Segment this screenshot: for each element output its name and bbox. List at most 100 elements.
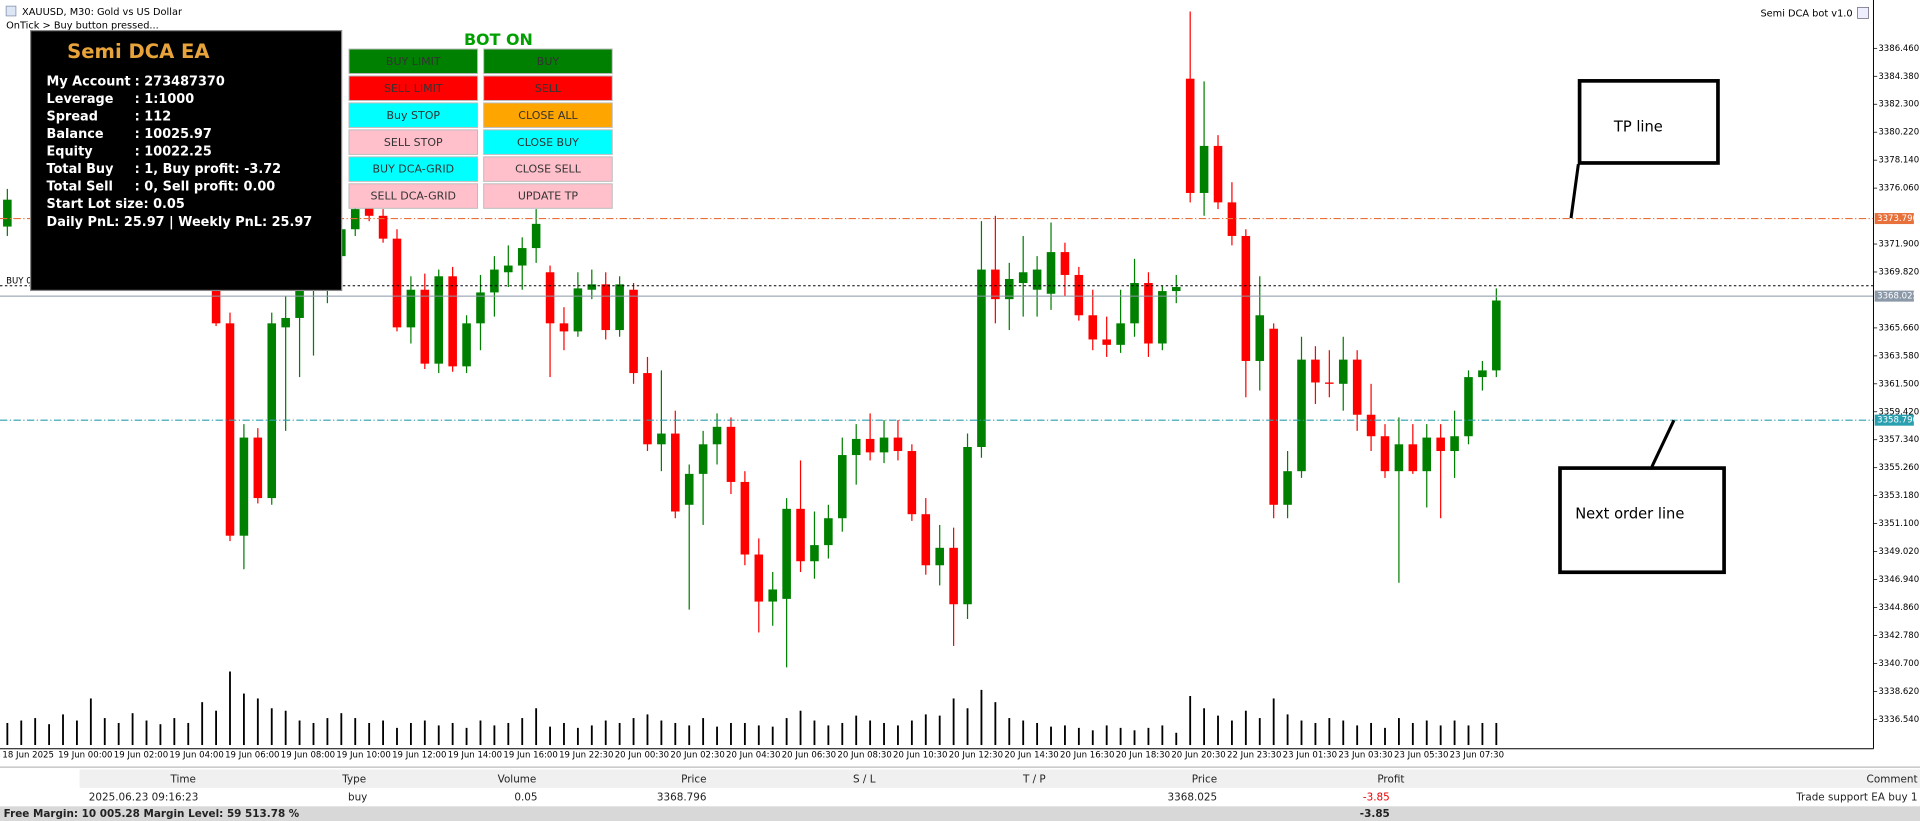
bot-status: BOT ON	[464, 30, 533, 49]
candle-body	[378, 215, 388, 239]
candle-body	[1199, 145, 1209, 193]
candle-body	[517, 248, 527, 266]
candle-body	[1283, 471, 1292, 505]
button-label[interactable]: CLOSE ALL	[518, 109, 578, 122]
price-tick-label: 3361.500	[1878, 379, 1919, 389]
button[interactable]	[348, 75, 479, 101]
button-label[interactable]: SELL LIMIT	[384, 82, 443, 95]
button[interactable]	[348, 183, 479, 209]
time-label: 23 Jun 03:30	[1338, 750, 1392, 760]
total-profit: -3.85	[1360, 808, 1390, 820]
candle-body	[1269, 328, 1278, 505]
candle-body	[977, 269, 986, 447]
button[interactable]	[483, 48, 613, 75]
button-label[interactable]: SELL	[535, 82, 562, 95]
candle-body	[1171, 287, 1181, 292]
column-header: Profit	[1377, 773, 1404, 785]
candle-body	[1130, 283, 1139, 324]
button-label[interactable]: CLOSE BUY	[517, 136, 579, 149]
panel-line: Start Lot size: 0.05	[47, 197, 185, 212]
candle-body	[768, 589, 777, 602]
candle-body	[1325, 382, 1334, 384]
level-name: BUY 0	[6, 276, 32, 286]
candle-body	[1241, 235, 1251, 361]
button[interactable]	[348, 156, 479, 182]
button-label[interactable]: Buy STOP	[386, 109, 440, 122]
time-label: 19 Jun 06:00	[225, 750, 279, 760]
column-header: Price	[1192, 773, 1217, 785]
button[interactable]	[348, 48, 479, 75]
price-tick-label: 3336.540	[1878, 715, 1919, 725]
candle-body	[1032, 269, 1042, 290]
button[interactable]	[483, 75, 613, 101]
button-label[interactable]: SELL STOP	[384, 136, 443, 149]
price-tick-label: 3371.900	[1878, 240, 1919, 250]
candle-body	[1185, 78, 1195, 193]
button-label[interactable]: UPDATE TP	[518, 190, 579, 203]
candle-body	[726, 426, 736, 482]
button-label[interactable]: BUY	[537, 55, 560, 68]
candle-body	[671, 433, 680, 512]
candle-body	[239, 437, 249, 536]
cell: 3368.025	[1168, 792, 1218, 804]
candle-body	[1213, 145, 1223, 203]
candle-body	[545, 272, 555, 324]
candle-body	[420, 289, 430, 364]
time-label: 20 Jun 04:30	[726, 750, 780, 760]
time-label: 20 Jun 10:30	[893, 750, 947, 760]
candle-body	[1338, 359, 1348, 384]
candle-body	[1408, 444, 1418, 472]
button-label[interactable]: SELL DCA-GRID	[371, 190, 456, 203]
level-label: 3373.796	[1877, 214, 1918, 224]
button-label[interactable]: CLOSE SELL	[515, 163, 582, 176]
candle-body	[267, 323, 277, 499]
button[interactable]	[483, 183, 613, 209]
column-header: Time	[169, 773, 195, 785]
time-label: 20 Jun 00:30	[615, 750, 669, 760]
cell: 0.05	[514, 792, 537, 804]
candle-body	[434, 276, 444, 364]
candle-body	[3, 199, 12, 227]
table-header-bg	[79, 769, 1920, 788]
time-label: 23 Jun 07:30	[1450, 750, 1504, 760]
candle-body	[1450, 436, 1459, 452]
time-label: 19 Jun 16:00	[503, 750, 557, 760]
price-tick-label: 3365.660	[1878, 323, 1919, 333]
candle-body	[851, 438, 861, 456]
candle-body	[1227, 202, 1237, 236]
button-label[interactable]: BUY LIMIT	[386, 55, 441, 68]
candle-body	[1102, 339, 1111, 345]
candle-body	[573, 288, 583, 332]
panel-value: : 1:1000	[135, 92, 195, 107]
time-label: 19 Jun 08:00	[281, 750, 335, 760]
candle-body	[796, 508, 805, 562]
candle-body	[1352, 359, 1362, 415]
button[interactable]	[483, 156, 613, 182]
time-label: 19 Jun 12:00	[392, 750, 446, 760]
time-label: 20 Jun 06:30	[782, 750, 836, 760]
price-tick-label: 3338.620	[1878, 687, 1919, 697]
button[interactable]	[348, 129, 479, 155]
button[interactable]	[348, 102, 479, 128]
panel-background	[30, 30, 343, 292]
price-tick-label: 3340.700	[1878, 659, 1919, 669]
button-grid: BUY LIMIT BUY SELL LIMIT SELL Buy STOP CLOSE …	[348, 48, 613, 209]
button[interactable]	[483, 102, 613, 128]
price-tick-label: 3386.460	[1878, 44, 1919, 54]
level-tag	[1874, 213, 1914, 225]
tp-annotation: TP line	[1569, 79, 1720, 219]
price-tick-label: 3380.220	[1878, 128, 1919, 138]
cell: -3.85	[1363, 792, 1390, 804]
button[interactable]	[483, 129, 613, 155]
panel-label: My Account	[47, 75, 131, 90]
button-label[interactable]: BUY DCA-GRID	[372, 163, 454, 176]
time-label: 19 Jun 00:00	[58, 750, 112, 760]
candle-body	[225, 323, 235, 536]
annotation-pointer	[1569, 163, 1580, 219]
candle-body	[281, 317, 290, 328]
bot-icon[interactable]	[1857, 6, 1869, 19]
candle-body	[504, 265, 513, 273]
candle-body	[1297, 359, 1306, 472]
candle-body	[1422, 437, 1432, 472]
candle-body	[754, 554, 764, 602]
